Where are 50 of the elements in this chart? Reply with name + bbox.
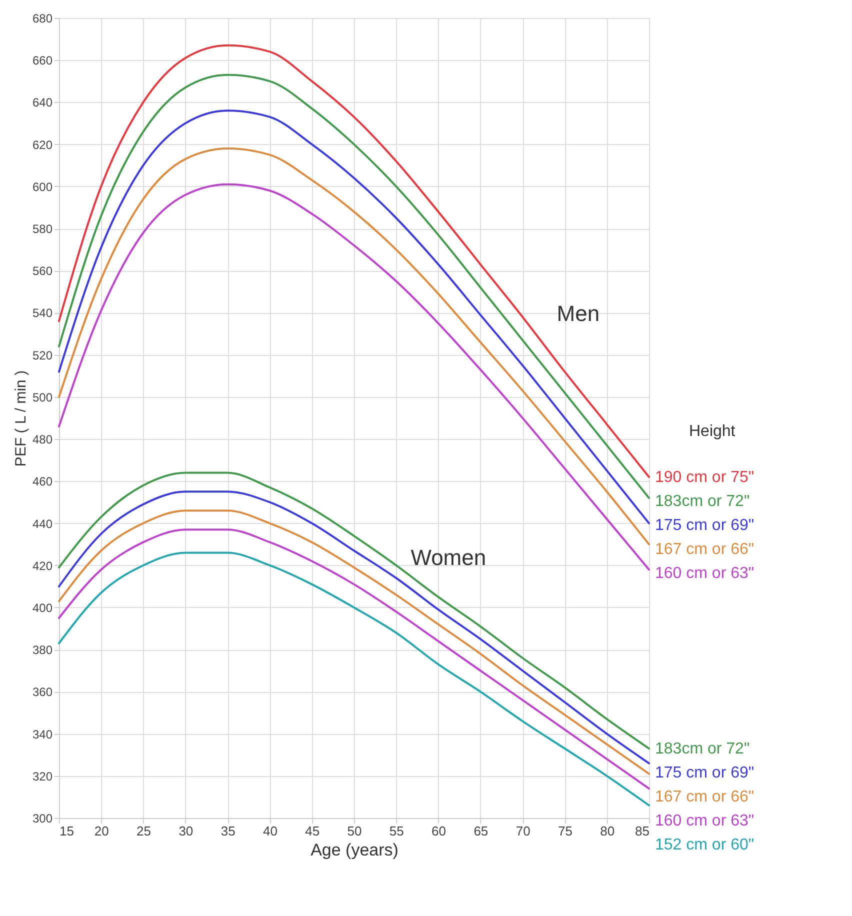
y-tick-label: 300 xyxy=(32,812,53,826)
series-label: 183cm or 72" xyxy=(655,740,750,758)
series-label: 167 cm or 66" xyxy=(655,788,754,806)
x-tick-label: 25 xyxy=(136,824,152,838)
x-tick-label: 85 xyxy=(635,824,650,838)
y-tick-label: 660 xyxy=(32,54,53,68)
y-tick-label: 620 xyxy=(32,138,53,152)
y-tick-label: 440 xyxy=(32,516,53,531)
series-label: 160 cm or 63" xyxy=(655,564,754,582)
y-tick-label: 480 xyxy=(32,432,53,447)
x-tick-label: 80 xyxy=(600,824,615,838)
x-tick-label: 55 xyxy=(389,824,404,838)
x-tick-label: 20 xyxy=(94,824,109,838)
x-tick-label: 50 xyxy=(347,824,362,838)
series-label: 175 cm or 69" xyxy=(655,764,754,782)
annotation: Women xyxy=(410,545,486,570)
y-tick-label: 420 xyxy=(32,558,53,573)
y-tick-label: 520 xyxy=(32,348,53,362)
y-tick-label: 640 xyxy=(32,96,53,110)
series-label: 190 cm or 75" xyxy=(655,468,754,486)
series-label: 175 cm or 69" xyxy=(655,516,754,534)
x-tick-label: 15 xyxy=(60,824,74,838)
y-tick-label: 380 xyxy=(32,643,53,658)
x-tick-label: 45 xyxy=(305,824,320,838)
x-tick-label: 65 xyxy=(474,824,488,838)
series-label: 160 cm or 63" xyxy=(655,812,754,830)
x-axis-title: Age (years) xyxy=(310,840,398,860)
y-axis-title: PEF ( L / min ) xyxy=(12,370,30,467)
y-tick-label: 400 xyxy=(32,600,53,615)
y-tick-label: 680 xyxy=(32,12,53,26)
series-label: 152 cm or 60" xyxy=(655,836,754,854)
series-label: 183cm or 72" xyxy=(655,492,750,510)
y-tick-label: 560 xyxy=(32,264,53,278)
x-tick-label: 30 xyxy=(178,824,194,838)
x-tick-label: 35 xyxy=(220,824,236,838)
annotation: Men xyxy=(556,301,600,326)
y-tick-label: 600 xyxy=(32,180,53,194)
y-tick-label: 320 xyxy=(32,769,53,784)
y-tick-label: 540 xyxy=(32,306,53,320)
y-tick-label: 500 xyxy=(32,390,53,404)
x-tick-label: 40 xyxy=(262,824,278,838)
x-tick-label: 60 xyxy=(432,824,446,838)
series-label: 167 cm or 66" xyxy=(655,540,754,558)
x-tick-label: 75 xyxy=(558,824,572,838)
y-tick-label: 580 xyxy=(32,222,53,236)
legend-title: Height xyxy=(689,422,736,440)
y-tick-label: 360 xyxy=(32,685,53,700)
x-tick-label: 70 xyxy=(516,824,530,838)
y-tick-label: 340 xyxy=(32,727,53,742)
y-tick-label: 460 xyxy=(32,474,53,489)
